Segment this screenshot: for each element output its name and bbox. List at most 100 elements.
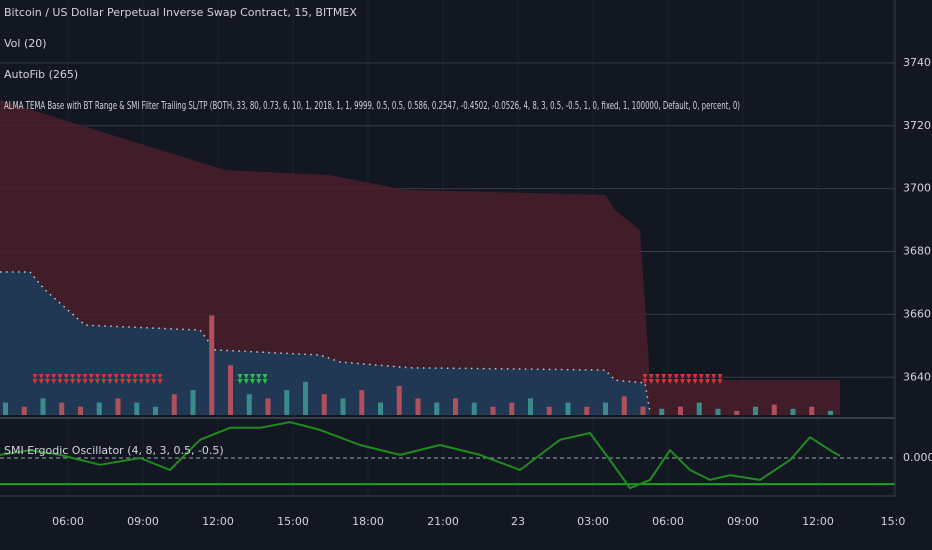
volume-bar bbox=[790, 408, 796, 415]
signal-marker bbox=[686, 379, 692, 384]
signal-marker bbox=[45, 374, 50, 379]
volume-bar bbox=[115, 398, 121, 415]
signal-marker bbox=[107, 374, 113, 379]
volume-bar bbox=[396, 385, 402, 415]
volume-bar bbox=[153, 406, 158, 415]
volume-bar bbox=[734, 410, 740, 415]
signal-marker bbox=[711, 374, 717, 379]
volume-bar bbox=[753, 406, 758, 415]
signal-marker bbox=[642, 374, 648, 379]
volume-bar bbox=[509, 402, 515, 415]
signal-marker bbox=[680, 374, 685, 379]
indicator-label: SMI Ergodic Oscillator (4, 8, 3, 0.5, -0… bbox=[4, 444, 224, 457]
support-area bbox=[0, 272, 650, 415]
indicator-label: AutoFib (265) bbox=[4, 68, 78, 81]
x-tick-label: 18:00 bbox=[352, 515, 384, 528]
volume-bar bbox=[434, 402, 440, 415]
signal-marker bbox=[686, 374, 692, 379]
signal-marker bbox=[57, 379, 63, 384]
signal-marker bbox=[101, 379, 107, 384]
volume-bar bbox=[284, 390, 290, 415]
volume-bar bbox=[696, 402, 702, 415]
volume-bar bbox=[621, 396, 627, 415]
signal-marker bbox=[157, 379, 163, 384]
volume-bar bbox=[303, 381, 308, 415]
x-tick-label: 09:00 bbox=[127, 515, 159, 528]
volume-bar bbox=[265, 398, 271, 415]
volume-bar bbox=[603, 402, 608, 415]
signal-marker bbox=[126, 379, 132, 384]
signal-marker bbox=[132, 379, 138, 384]
volume-bar bbox=[40, 398, 46, 415]
signal-marker bbox=[88, 379, 94, 384]
signal-marker bbox=[32, 374, 38, 379]
plot-layer bbox=[0, 0, 895, 496]
signal-marker bbox=[237, 374, 243, 379]
volume-bar bbox=[171, 394, 177, 415]
volume-bar bbox=[678, 406, 683, 415]
signal-marker bbox=[70, 379, 75, 384]
volume-bar bbox=[828, 410, 833, 415]
x-tick-label: 12:00 bbox=[802, 515, 834, 528]
x-tick-label: 23 bbox=[511, 515, 525, 528]
signal-marker bbox=[705, 379, 710, 384]
signal-marker bbox=[76, 379, 82, 384]
signal-marker bbox=[262, 379, 268, 384]
signal-marker bbox=[680, 379, 685, 384]
volume-bar bbox=[715, 408, 721, 415]
signal-marker bbox=[698, 379, 704, 384]
signal-marker bbox=[667, 379, 673, 384]
signal-marker bbox=[673, 379, 679, 384]
indicator-label: ALMA TEMA Base with BT Range & SMI Filte… bbox=[4, 99, 740, 112]
signal-marker bbox=[655, 374, 660, 379]
y-tick-label: 3700.0 bbox=[903, 182, 932, 195]
volume-bar bbox=[453, 398, 458, 415]
volume-bar bbox=[321, 394, 327, 415]
volume-bar bbox=[490, 406, 496, 415]
signal-marker bbox=[70, 374, 75, 379]
signal-marker bbox=[655, 379, 660, 384]
volume-bar bbox=[246, 394, 252, 415]
signal-marker bbox=[120, 379, 125, 384]
y-tick-label: 3680.0 bbox=[903, 245, 932, 258]
signal-marker bbox=[667, 374, 673, 379]
signal-marker bbox=[243, 379, 249, 384]
volume-bar bbox=[3, 402, 8, 415]
signal-marker bbox=[82, 374, 88, 379]
signal-marker bbox=[711, 379, 717, 384]
signal-marker bbox=[642, 379, 648, 384]
signal-marker bbox=[250, 374, 255, 379]
signal-marker bbox=[82, 379, 88, 384]
y-tick-label: 0.0000 bbox=[903, 451, 932, 464]
signal-marker bbox=[113, 379, 119, 384]
signal-marker bbox=[51, 379, 57, 384]
volume-bar bbox=[340, 398, 346, 415]
volume-bar bbox=[584, 406, 590, 415]
signal-marker bbox=[237, 379, 243, 384]
signal-marker bbox=[145, 374, 150, 379]
signal-marker bbox=[138, 374, 144, 379]
signal-marker bbox=[256, 374, 262, 379]
signal-marker bbox=[692, 374, 698, 379]
volume-bar bbox=[359, 390, 365, 415]
x-tick-label: 12:00 bbox=[202, 515, 234, 528]
signal-marker bbox=[151, 374, 157, 379]
chart-title: Bitcoin / US Dollar Perpetual Inverse Sw… bbox=[4, 6, 357, 19]
volume-bar bbox=[565, 402, 571, 415]
signal-marker bbox=[648, 374, 654, 379]
signal-marker bbox=[262, 374, 268, 379]
signal-marker bbox=[126, 374, 132, 379]
signal-marker bbox=[250, 379, 255, 384]
volume-bar bbox=[190, 390, 196, 415]
signal-marker bbox=[151, 379, 157, 384]
signal-marker bbox=[157, 374, 163, 379]
x-tick-label: 06:00 bbox=[652, 515, 684, 528]
signal-marker bbox=[76, 374, 82, 379]
signal-marker bbox=[132, 374, 138, 379]
signal-marker bbox=[51, 374, 57, 379]
volume-bar bbox=[771, 404, 777, 415]
signal-marker bbox=[661, 379, 667, 384]
signal-marker bbox=[107, 379, 113, 384]
volume-bar bbox=[78, 406, 83, 415]
volume-bar bbox=[59, 402, 65, 415]
